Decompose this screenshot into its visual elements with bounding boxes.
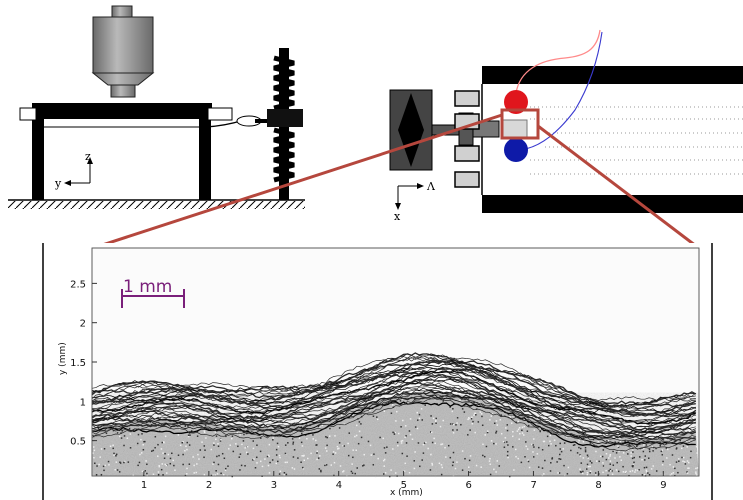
interface-profile-line (91, 396, 696, 446)
x-tick-label: 9 (660, 480, 666, 491)
red-marker (504, 90, 528, 114)
scale-bar: 1 mm (121, 277, 185, 308)
y-tick-label: 0.5 (70, 437, 86, 448)
table-frame (19, 103, 262, 200)
channel-top-wall (482, 66, 743, 84)
actuator-block (389, 89, 528, 171)
y-tick-label: 1 (80, 397, 86, 408)
x-axis-label: x (mm) (390, 488, 423, 498)
side-axes: z y (54, 150, 93, 190)
interface-profile-line (91, 360, 697, 417)
interface-profile-line (91, 374, 697, 431)
y-axis-label: y (mm) (58, 342, 68, 375)
granular-texture (92, 392, 699, 478)
top-view-diagram: Λ x (389, 29, 743, 223)
interface-profile-line (91, 378, 696, 436)
x-tick-label: 7 (530, 480, 536, 491)
x-tick-label: 6 (466, 480, 472, 491)
side-view-diagram: z y (8, 5, 305, 209)
micrograph-plot: 1 mm 1 2 3 4 5 6 7 8 9 0.5 1 1.5 2 2.5 x (mm) y (mm) (42, 243, 713, 500)
axis-label-x: x (394, 210, 401, 223)
interface-profile-line (91, 371, 697, 426)
interface-profile-line (91, 352, 697, 408)
scale-bar-label: 1 mm (123, 277, 172, 297)
x-tick-label: 8 (595, 480, 601, 491)
y-tick-label: 2 (80, 319, 86, 330)
interface-profile-line (91, 394, 696, 441)
axis-label-z: z (85, 150, 91, 163)
top-axes: Λ x (394, 180, 436, 223)
interface-profile-line (91, 370, 696, 425)
interface-profile-line (91, 367, 696, 423)
y-axis-ticks: 0.5 1 1.5 2 2.5 (70, 279, 97, 448)
interface-profile-line (91, 400, 696, 448)
interface-profile-line (91, 392, 696, 444)
interface-profile-line (91, 390, 696, 447)
interface-profile-line (91, 378, 696, 425)
axis-label-lambda: Λ (426, 180, 436, 193)
interface-profile-line (91, 357, 696, 402)
y-tick-label: 2.5 (70, 279, 86, 290)
interface-profile-line (91, 352, 696, 407)
x-tick-label: 2 (206, 480, 212, 491)
red-wire (515, 29, 601, 94)
x-tick-label: 5 (401, 480, 407, 491)
x-tick-label: 1 (141, 480, 147, 491)
zoom-connector-lines (92, 113, 701, 251)
camera-icon (91, 5, 155, 98)
blue-marker (504, 138, 528, 162)
x-tick-label: 4 (336, 480, 342, 491)
x-axis-ticks: 1 2 3 4 5 6 7 8 9 (141, 471, 667, 491)
blue-wire (515, 31, 603, 151)
shaker-bellows (255, 48, 303, 200)
x-tick-label: 3 (271, 480, 277, 491)
axis-label-y: y (54, 177, 62, 190)
interface-profile-line (91, 366, 696, 424)
zoom-region-box (500, 108, 540, 140)
channel-bottom-wall (482, 195, 743, 213)
y-tick-label: 1.5 (70, 358, 86, 369)
channel-dotted-lines (530, 106, 743, 175)
interface-profiles (91, 352, 697, 452)
ground-hatching (8, 199, 305, 209)
